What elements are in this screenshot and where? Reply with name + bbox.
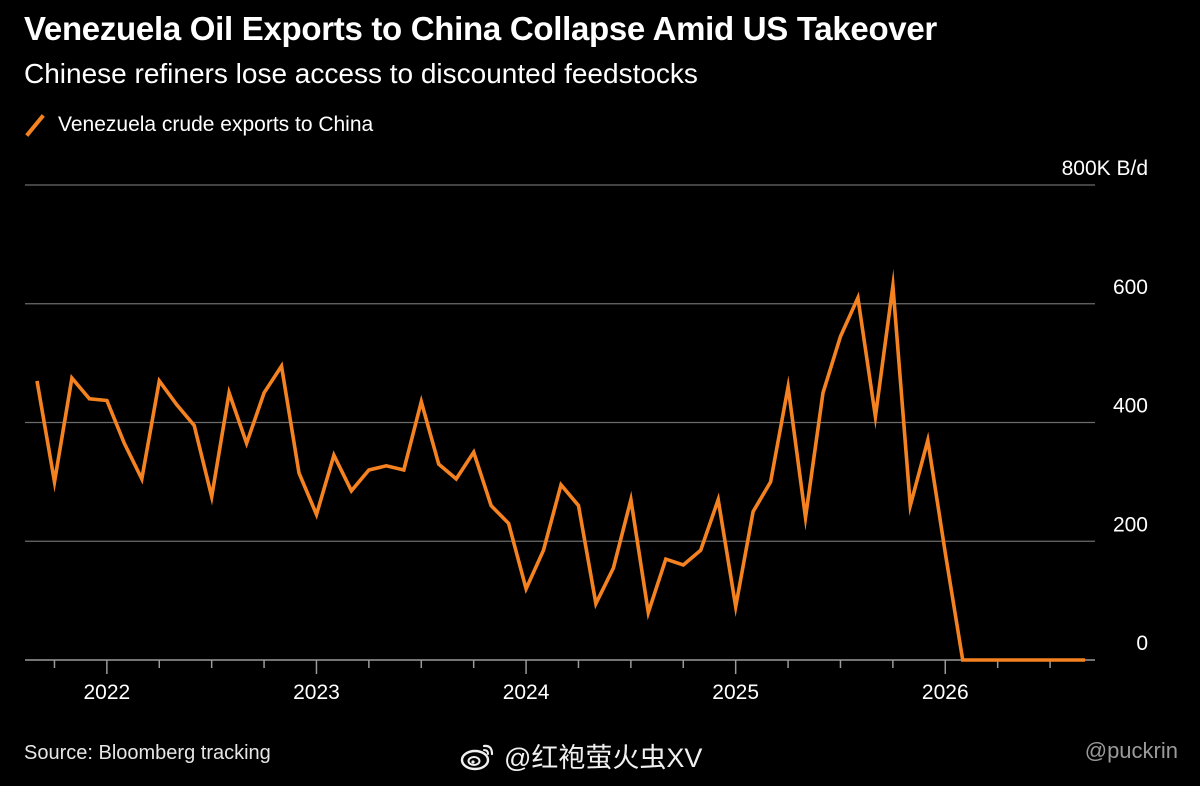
y-tick-label-800: 800K B/d xyxy=(1062,157,1148,180)
y-tick-label-400: 400 xyxy=(1113,395,1148,418)
x-tick-label-2023: 2023 xyxy=(293,681,340,704)
chart-title: Venezuela Oil Exports to China Collapse … xyxy=(24,10,937,47)
legend-swatch-slash-icon xyxy=(25,114,45,137)
watermark: @红袍萤火虫XV xyxy=(460,736,702,775)
legend-label: Venezuela crude exports to China xyxy=(58,113,374,136)
credit-handle: @puckrin xyxy=(1084,738,1178,763)
source-note: Source: Bloomberg tracking xyxy=(24,742,271,764)
x-tick-label-2024: 2024 xyxy=(503,681,550,704)
x-tick-label-2025: 2025 xyxy=(712,681,759,704)
watermark-text: @红袍萤火虫XV xyxy=(504,743,703,773)
y-tick-label-200: 200 xyxy=(1113,513,1148,536)
x-tick-label-2022: 2022 xyxy=(84,681,131,704)
y-tick-label-0: 0 xyxy=(1136,632,1148,655)
series-line-0 xyxy=(35,268,1085,662)
x-tick-label-2026: 2026 xyxy=(922,681,969,704)
y-tick-label-600: 600 xyxy=(1113,276,1148,299)
weibo-icon xyxy=(460,744,494,770)
chart-subtitle: Chinese refiners lose access to discount… xyxy=(24,58,698,89)
legend: Venezuela crude exports to China xyxy=(24,113,373,137)
